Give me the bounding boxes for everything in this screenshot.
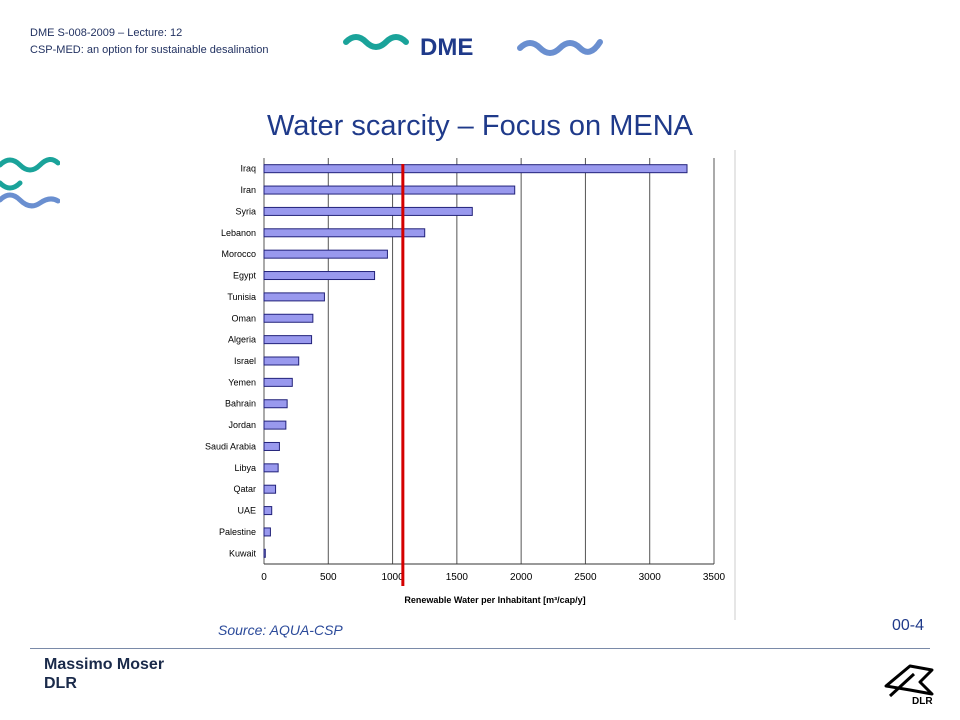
bar	[263, 548, 266, 558]
slide-title: Water scarcity – Focus on MENA	[267, 110, 693, 142]
bar	[263, 206, 473, 216]
bar	[263, 527, 271, 537]
dme-logo-text: DME	[420, 34, 473, 61]
lecture-info: DME S-008-2009 – Lecture: 12	[30, 27, 183, 39]
x-tick-label: 0	[261, 572, 267, 583]
category-label: Palestine	[219, 527, 256, 537]
x-tick-label: 2500	[574, 572, 597, 583]
slide-number: 00-4	[892, 617, 925, 634]
category-label: UAE	[237, 506, 256, 516]
source-note: Source: AQUA-CSP	[218, 622, 343, 638]
course-subtitle: CSP-MED: an option for sustainable desal…	[30, 44, 269, 56]
water-scarcity-chart: Iraq Iran Syria Lebanon Morocco Egypt Tunisia O…	[160, 150, 740, 620]
x-axis-label: Renewable Water per Inhabitant [m³/cap/y…	[404, 595, 585, 605]
category-label: Libya	[234, 463, 256, 473]
category-label: Syria	[235, 206, 256, 216]
x-tick-label: 2000	[510, 572, 533, 583]
bar	[263, 441, 280, 451]
x-tick-label: 3000	[639, 572, 662, 583]
bar	[263, 313, 314, 323]
x-tick-label: 500	[320, 572, 337, 583]
category-label: Qatar	[233, 484, 256, 494]
x-tick-label: 1500	[446, 572, 469, 583]
category-label: Kuwait	[229, 548, 257, 558]
dlr-logo: DLR	[884, 664, 934, 706]
category-label: Oman	[231, 313, 256, 323]
x-tick-label: 1000	[381, 572, 404, 583]
bar	[263, 399, 288, 409]
dme-logo: DME	[343, 34, 603, 61]
bar	[263, 335, 313, 345]
bar	[263, 506, 273, 516]
category-label: Bahrain	[225, 399, 256, 409]
category-label: Israel	[234, 356, 256, 366]
bar	[263, 484, 277, 494]
decorative-waves	[0, 157, 60, 209]
bar	[263, 463, 279, 473]
bar	[263, 271, 376, 281]
bar	[263, 377, 293, 387]
category-label: Tunisia	[227, 292, 256, 302]
category-label: Jordan	[228, 420, 256, 430]
bar	[263, 228, 426, 238]
bar	[263, 249, 388, 259]
category-label: Algeria	[228, 335, 256, 345]
category-label: Iraq	[240, 164, 256, 174]
footer-divider	[30, 648, 930, 649]
author-organization: DLR	[44, 675, 77, 692]
category-label: Egypt	[233, 271, 257, 281]
category-label: Yemen	[228, 377, 256, 387]
bar	[263, 356, 300, 366]
bar	[263, 292, 325, 302]
bar	[263, 420, 287, 430]
category-label: Lebanon	[221, 228, 256, 238]
author-name: Massimo Moser	[44, 656, 165, 673]
category-label: Saudi Arabia	[205, 441, 256, 451]
bar	[263, 164, 688, 174]
x-tick-label: 3500	[703, 572, 726, 583]
dlr-logo-text: DLR	[912, 696, 933, 706]
category-label: Morocco	[221, 249, 256, 259]
bar	[263, 185, 516, 195]
category-label: Iran	[240, 185, 256, 195]
